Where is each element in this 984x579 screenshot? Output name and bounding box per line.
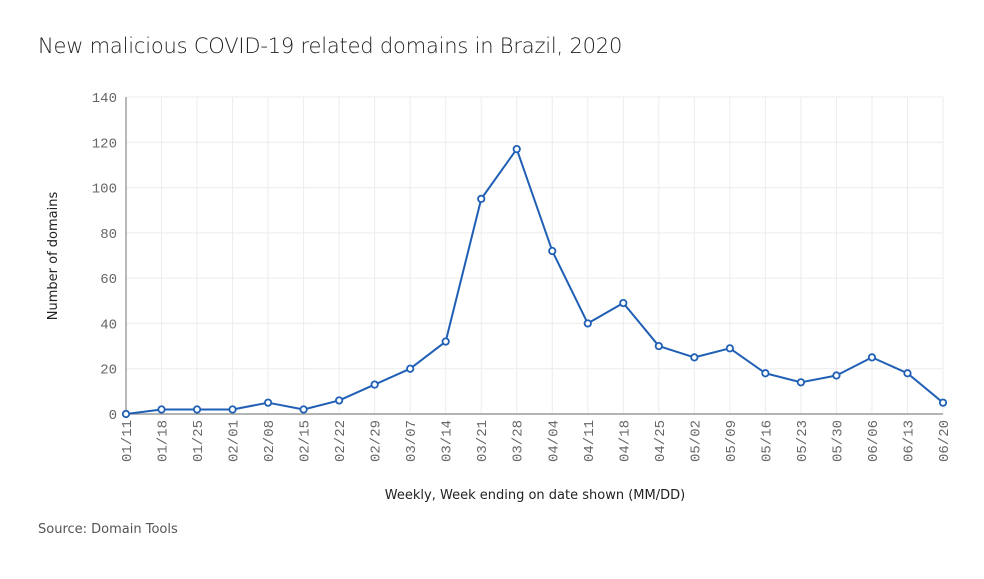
data-point (903, 369, 912, 378)
data-point (512, 144, 521, 154)
data-point (690, 353, 699, 362)
x-tick-label: 06/06 (866, 420, 882, 462)
x-tick-label: 05/16 (759, 420, 775, 462)
data-point (867, 353, 877, 362)
x-tick-label: 06/20 (937, 420, 953, 462)
data-point (548, 246, 557, 256)
x-tick-label: 04/04 (546, 420, 562, 462)
data-point (938, 398, 948, 407)
data-point (583, 319, 592, 328)
x-tick-label: 02/22 (333, 420, 349, 462)
source-note: Source: Domain Tools (38, 522, 178, 537)
x-tick-label: 03/07 (404, 420, 420, 462)
x-tick-label: 04/11 (582, 420, 598, 462)
data-point (157, 405, 166, 414)
data-point (832, 371, 841, 380)
y-tick-label: 20 (100, 363, 117, 379)
x-tick-label: 03/28 (511, 420, 527, 462)
data-point (796, 378, 806, 387)
y-tick-label: 120 (92, 136, 117, 152)
x-tick-label: 01/25 (191, 420, 207, 462)
data-point (121, 409, 131, 419)
x-tick-label: 03/14 (440, 420, 456, 462)
data-point (228, 405, 237, 414)
y-axis-label: Number of domains (46, 192, 61, 321)
x-tick-label: 05/23 (795, 420, 811, 462)
grid (126, 96, 944, 414)
axes: 0 20 40 60 80 100 120 140 01/11 01/18 01/25 02/01 02… (92, 91, 953, 462)
x-tick-label: 02/15 (298, 420, 314, 462)
x-tick-label: 02/08 (262, 420, 278, 462)
x-tick-label: 02/29 (369, 420, 385, 462)
y-tick-label: 140 (92, 91, 117, 107)
chart-title: New malicious COVID-19 related domains i… (38, 34, 623, 58)
x-tick-label: 04/25 (653, 420, 669, 462)
y-tick-label: 0 (109, 408, 117, 424)
x-tick-label: 01/11 (120, 420, 136, 462)
x-tick-label: 03/21 (475, 420, 491, 462)
y-tick-label: 100 (92, 182, 117, 198)
data-point (370, 380, 379, 389)
data-point (263, 398, 273, 407)
x-axis-label: Weekly, Week ending on date shown (MM/DD… (385, 488, 685, 503)
x-tick-label: 01/18 (156, 420, 172, 462)
data-point (725, 344, 734, 353)
data-point (477, 194, 486, 203)
x-tick-label: 04/18 (617, 420, 633, 462)
series-line (121, 144, 948, 419)
data-point (441, 337, 450, 346)
data-point (299, 405, 308, 414)
x-tick-label: 06/13 (901, 420, 917, 462)
data-point (619, 298, 628, 308)
data-line (125, 148, 944, 415)
y-tick-label: 80 (100, 227, 117, 243)
data-point (761, 369, 770, 378)
data-point (335, 396, 344, 405)
x-tick-label: 05/30 (830, 420, 846, 462)
x-tick-label: 05/09 (724, 420, 740, 462)
data-point (192, 405, 202, 414)
x-tick-label: 02/01 (227, 420, 243, 462)
y-tick-label: 60 (100, 272, 117, 288)
data-point (406, 364, 415, 373)
y-tick-label: 40 (100, 317, 117, 333)
x-tick-label: 05/02 (688, 420, 704, 462)
data-point (654, 341, 663, 351)
